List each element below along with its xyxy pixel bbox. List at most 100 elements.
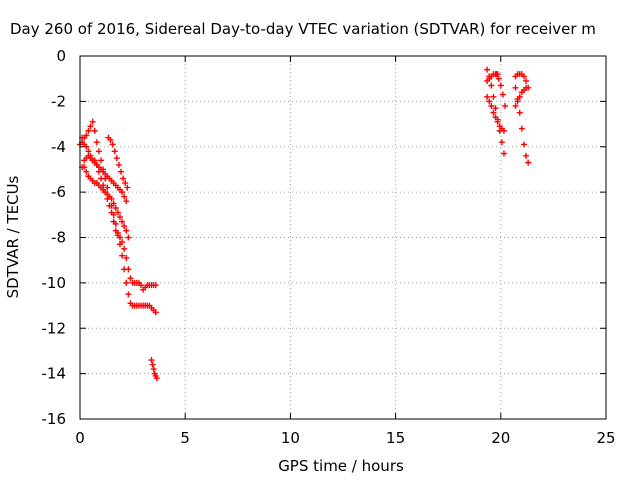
y-tick-label: -12 xyxy=(42,319,67,337)
data-point xyxy=(525,159,532,166)
grid-lines xyxy=(80,56,606,419)
plot-frame xyxy=(79,55,607,420)
data-point xyxy=(488,82,495,89)
data-point xyxy=(125,291,132,298)
data-point xyxy=(119,239,126,246)
data-point xyxy=(148,357,155,364)
data-point xyxy=(110,218,117,225)
series-arc-3 xyxy=(81,164,132,241)
data-point xyxy=(85,127,92,134)
data-point xyxy=(83,168,90,175)
data-point xyxy=(115,161,122,168)
data-point xyxy=(512,84,519,91)
data-point xyxy=(121,245,128,252)
data-point xyxy=(490,109,497,116)
data-point xyxy=(498,139,505,146)
data-point xyxy=(118,168,125,175)
data-point xyxy=(81,164,88,171)
data-point xyxy=(123,254,130,261)
data-point xyxy=(107,136,114,143)
data-point xyxy=(93,139,100,146)
data-point xyxy=(138,282,145,289)
data-point xyxy=(104,184,111,191)
series-arc-11 xyxy=(512,71,532,91)
data-point xyxy=(111,148,118,155)
y-tick-label: -16 xyxy=(42,410,67,428)
data-point xyxy=(106,202,113,209)
data-point xyxy=(112,205,119,212)
data-point xyxy=(127,275,134,282)
data-point xyxy=(98,157,105,164)
data-point xyxy=(484,93,491,100)
series-arc-5 xyxy=(105,134,131,191)
series-arc-8 xyxy=(484,93,507,134)
y-tick-label: 0 xyxy=(56,47,66,65)
y-tick-label: -4 xyxy=(51,138,66,156)
x-axis-label: GPS time / hours xyxy=(278,457,404,475)
data-point xyxy=(502,102,509,109)
data-point xyxy=(492,105,499,112)
y-tick-label: -2 xyxy=(51,92,66,110)
data-point xyxy=(518,125,525,132)
data-point xyxy=(124,184,131,191)
data-point xyxy=(150,366,157,373)
y-tick-label: -14 xyxy=(42,365,67,383)
data-point xyxy=(484,66,491,73)
data-point xyxy=(523,84,530,91)
y-axis-label: SDTVAR / TECUs xyxy=(4,175,22,298)
data-point xyxy=(116,234,123,241)
data-point xyxy=(113,155,120,162)
x-tick-label: 5 xyxy=(180,429,190,447)
data-point xyxy=(514,96,521,103)
x-tick-label: 10 xyxy=(281,429,300,447)
data-point xyxy=(153,375,160,382)
x-tick-label: 15 xyxy=(386,429,405,447)
data-point xyxy=(108,195,115,202)
x-tick-label: 25 xyxy=(596,429,615,447)
series-arc-13 xyxy=(512,84,532,166)
data-point xyxy=(119,218,126,225)
data-point xyxy=(495,75,502,82)
data-point xyxy=(500,150,507,157)
data-point xyxy=(523,152,530,159)
data-point xyxy=(85,148,92,155)
data-point xyxy=(488,102,495,109)
y-tick-label: -6 xyxy=(51,183,66,201)
data-point xyxy=(152,309,159,316)
data-point xyxy=(119,189,126,196)
data-point xyxy=(492,114,499,121)
data-point xyxy=(516,109,523,116)
data-point xyxy=(486,98,493,105)
data-point xyxy=(120,175,127,182)
x-tick-label: 20 xyxy=(491,429,510,447)
data-point xyxy=(494,118,501,125)
data-point xyxy=(108,209,115,216)
data-point xyxy=(114,209,121,216)
y-tick-label: -8 xyxy=(51,229,66,247)
data-point xyxy=(91,127,98,134)
data-point xyxy=(98,175,105,182)
y-tick-label: -10 xyxy=(42,274,67,292)
data-point xyxy=(152,282,159,289)
data-point xyxy=(119,252,126,259)
data-point xyxy=(87,152,94,159)
data-point xyxy=(110,200,117,207)
data-point xyxy=(121,223,128,230)
data-point xyxy=(497,82,504,89)
data-point xyxy=(116,214,123,221)
data-point xyxy=(83,132,90,139)
data-point xyxy=(493,71,500,78)
data-point xyxy=(523,77,530,84)
data-point xyxy=(83,143,90,150)
x-tick-labels: 0 5 10 15 20 25 xyxy=(75,429,615,447)
data-point xyxy=(95,148,102,155)
data-point xyxy=(123,279,130,286)
data-point xyxy=(121,193,128,200)
chart-title: Day 260 of 2016, Sidereal Day-to-day VTE… xyxy=(10,20,596,38)
data-point xyxy=(520,73,527,80)
series-arc-10 xyxy=(493,71,509,109)
x-tick-label: 0 xyxy=(75,429,85,447)
data-point xyxy=(87,123,94,130)
